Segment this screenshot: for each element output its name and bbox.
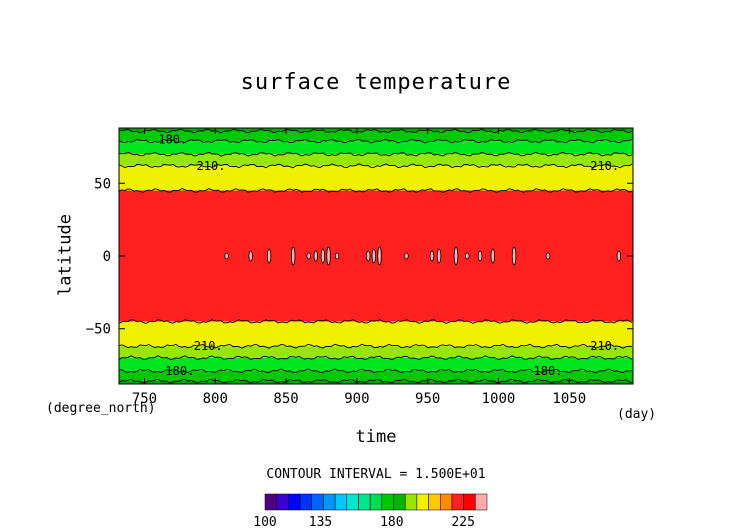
contour-line-210-south — [118, 343, 633, 349]
y-tick-label: 0 — [103, 249, 111, 265]
colorbar-swatch — [475, 493, 488, 511]
contour-label: 180. — [158, 133, 187, 147]
band-north-3 — [119, 154, 633, 166]
x-tick-label: 1050 — [552, 391, 586, 407]
colorbar-tick-label: 180 — [380, 515, 403, 530]
x-tick-label: 900 — [344, 391, 369, 407]
colorbar-swatch — [288, 493, 301, 511]
maximum-contour — [224, 252, 229, 260]
maximum-contour — [545, 252, 551, 260]
colorbar-swatch — [381, 493, 394, 511]
band-south-4 — [119, 321, 633, 347]
colorbar-swatch — [299, 493, 312, 511]
colorbar-swatch — [346, 493, 359, 511]
colorbar-swatch — [428, 493, 441, 511]
colorbar-swatch — [323, 493, 336, 511]
colorbar-swatch — [311, 493, 324, 511]
x-axis-label: time — [355, 427, 397, 447]
contour-label: 210. — [590, 339, 619, 353]
band-south-1 — [119, 370, 633, 382]
contour-line-180-south — [118, 368, 633, 374]
maximum-contour — [313, 250, 319, 262]
contour-line-165-north — [118, 128, 633, 134]
band-north-1 — [119, 130, 633, 142]
colorbar-tick-label: 100 — [253, 515, 276, 530]
contour-line-225-north — [118, 188, 633, 194]
y-tick-label: −50 — [86, 322, 111, 338]
maximum-contour — [453, 246, 459, 266]
colorbar-swatch — [358, 493, 371, 511]
colorbar-swatch — [404, 493, 418, 511]
band-north-0 — [119, 128, 633, 131]
maximum-contour — [326, 246, 331, 266]
x-tick-label: 950 — [415, 391, 440, 407]
colorbar-swatch — [334, 493, 348, 511]
maximum-contour — [248, 250, 253, 262]
colorbar-swatch — [276, 493, 289, 511]
y-tick-label: 50 — [94, 176, 111, 192]
maximum-contour — [490, 248, 496, 264]
contour-label: 210. — [197, 159, 226, 173]
chart-title: surface temperature — [240, 70, 512, 95]
maximum-contour — [306, 252, 311, 260]
x-tick-label: 750 — [132, 391, 157, 407]
band-south-0 — [119, 381, 633, 384]
maximum-contour — [334, 252, 340, 260]
maximum-contour — [511, 246, 517, 266]
colorbar-swatch — [416, 493, 429, 511]
contour-interval-text: CONTOUR INTERVAL = 1.500E+01 — [266, 467, 486, 482]
maximum-contour — [371, 248, 377, 264]
band-south-2 — [119, 357, 633, 371]
x-tick-label: 1000 — [482, 391, 516, 407]
maximum-contour — [477, 250, 483, 262]
colorbar-swatch — [463, 493, 476, 511]
maximum-contour — [465, 252, 470, 260]
maximum-contour — [377, 246, 382, 266]
colorbar-swatch — [393, 493, 406, 511]
contour-line-225-south — [118, 319, 633, 324]
colorbar-swatch — [440, 493, 453, 511]
x-axis-unit: (day) — [617, 407, 657, 422]
contour-label: 180. — [534, 364, 563, 378]
contour-line-180-north — [118, 138, 633, 144]
maximum-contour — [320, 248, 326, 264]
colorbar-tick-label: 135 — [309, 515, 332, 530]
colorbar-swatch — [369, 493, 383, 511]
contour-line-210-north — [118, 163, 633, 169]
contour-label: 210. — [590, 159, 619, 173]
contour-label: 210. — [194, 339, 223, 353]
colorbar-tick-label: 225 — [451, 515, 474, 530]
maximum-contour — [290, 246, 296, 266]
maximum-contour — [436, 248, 442, 264]
x-tick-label: 800 — [203, 391, 228, 407]
maximum-contour — [366, 250, 371, 262]
colorbar-swatch — [451, 493, 464, 511]
maximum-contour — [404, 252, 409, 260]
maximum-contour — [429, 250, 435, 262]
y-axis-unit: (degree_north) — [46, 401, 156, 416]
band-south-3 — [119, 346, 633, 358]
colorbar-swatch — [264, 493, 277, 511]
maximum-contour — [616, 250, 622, 262]
x-tick-label: 850 — [273, 391, 298, 407]
contour-line-165-south — [118, 378, 633, 384]
contour-line-195-north — [119, 151, 633, 157]
band-north-4 — [119, 165, 633, 191]
band-north-2 — [119, 141, 633, 155]
contour-line-195-south — [118, 355, 633, 361]
contour-label: 180. — [165, 364, 194, 378]
maximum-contour — [266, 248, 272, 264]
